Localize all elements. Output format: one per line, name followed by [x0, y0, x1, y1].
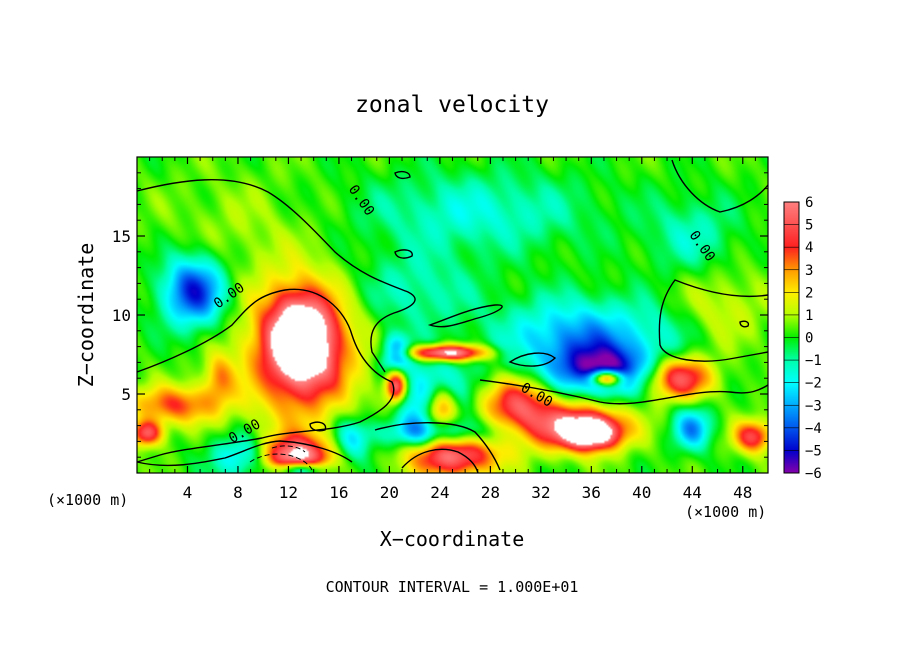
x-tick-label: 32: [531, 483, 550, 502]
chart-title: zonal velocity: [355, 92, 549, 118]
y-tick-label: 5: [121, 385, 131, 404]
contour-bottom-left: [136, 440, 353, 467]
heatmap-field: [137, 157, 768, 473]
colorbar-label: 1: [805, 308, 813, 324]
x-tick-label: 8: [233, 483, 243, 502]
colorbar-segment: [784, 314, 799, 338]
x-tick-label: 40: [632, 483, 651, 502]
x-tick-label: 20: [380, 483, 399, 502]
colorbar-label: 0: [805, 331, 813, 347]
colorbar-label: 3: [805, 263, 813, 279]
colorbar-segment: [784, 382, 799, 406]
contour-small-center: [508, 352, 557, 367]
colorbar-label: −2: [805, 376, 822, 392]
contour-mid: [374, 422, 501, 471]
contour-small-4: [739, 320, 750, 328]
x-tick-label: 12: [279, 483, 298, 502]
x-axis-label: X−coordinate: [380, 527, 525, 551]
x-tick-label: 28: [481, 483, 500, 502]
x-unit-label-right: (×1000 m): [685, 503, 766, 521]
colorbar-label: 4: [805, 240, 813, 256]
x-unit-label-left: (×1000 m): [47, 491, 128, 509]
colorbar-label: −1: [805, 353, 822, 369]
colorbar-label: −6: [805, 466, 822, 482]
y-tick-label: 15: [112, 227, 131, 246]
x-tick-label: 16: [329, 483, 348, 502]
colorbar-label: −5: [805, 443, 822, 459]
heatmap-image: [137, 157, 768, 473]
colorbar-segment: [784, 450, 799, 474]
y-axis-label: Z−coordinate: [74, 243, 98, 388]
colorbar-segment: [784, 337, 799, 361]
contour-small-2: [394, 170, 411, 180]
y-tick-label: 10: [112, 306, 131, 325]
contour-left-loop: [136, 288, 395, 463]
contour-dashed-1: [249, 453, 313, 471]
x-tick-label: 4: [183, 483, 193, 502]
x-tick-label: 44: [683, 483, 702, 502]
colorbar-segment: [784, 269, 799, 293]
colorbar-label: −3: [805, 398, 822, 414]
y-axis: 5 10 15: [112, 172, 768, 458]
colorbar-segment: [784, 292, 799, 316]
contour-dashed-2: [271, 445, 306, 453]
colorbar-segment: [784, 360, 799, 384]
x-tick-label: 48: [733, 483, 752, 502]
colorbar-label: 2: [805, 285, 813, 301]
contour-small-1: [394, 249, 413, 259]
colorbar: 6 5 4 3 2 1 0 −1 −2 −3 −4 −5 −6: [783, 195, 822, 482]
x-tick-label: 24: [430, 483, 449, 502]
colorbar-label: −4: [805, 421, 822, 437]
colorbar-label: 6: [805, 195, 813, 211]
contour-upper-right: [671, 159, 769, 213]
contour-right: [479, 379, 769, 405]
contour-bottom-center: [401, 448, 479, 474]
colorbar-segment: [784, 427, 799, 451]
contour-center-band: [427, 304, 503, 328]
colorbar-label: 5: [805, 218, 813, 234]
contour-small-3: [309, 421, 327, 432]
colorbar-segment: [784, 247, 799, 271]
colorbar-segment: [784, 224, 799, 248]
contour-upper-left: [136, 179, 416, 373]
contour-right-mid: [658, 279, 769, 362]
colorbar-segment: [784, 405, 799, 429]
contour-interval-footer: CONTOUR INTERVAL = 1.000E+01: [326, 578, 579, 596]
colorbar-segment: [784, 202, 799, 226]
x-axis: 4 8 12 16 20 24 28 32 36 40 44 48: [149, 157, 756, 502]
zero-contours: [136, 159, 769, 474]
x-tick-label: 36: [582, 483, 601, 502]
